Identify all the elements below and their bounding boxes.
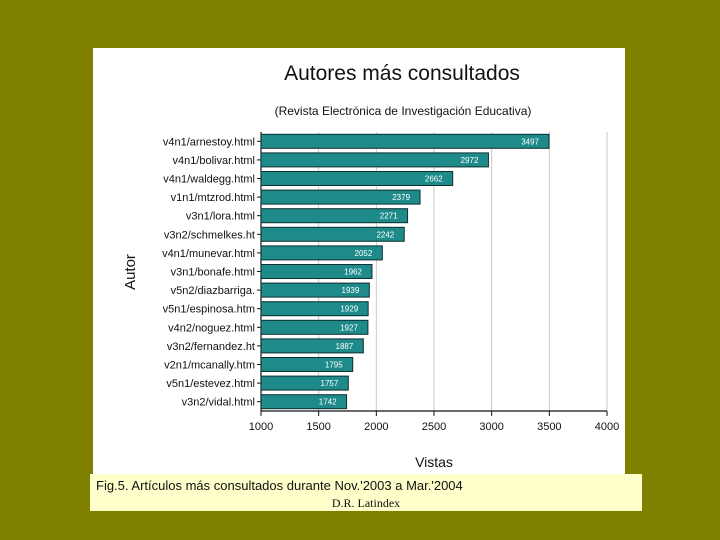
x-tick-label: 3000 (479, 421, 503, 433)
x-tick-label: 1500 (306, 421, 330, 433)
x-tick-label: 1000 (249, 421, 273, 433)
data-label: 1962 (344, 268, 362, 277)
category-label: v3n1/lora.html (186, 211, 255, 223)
bar (260, 133, 550, 149)
bar (260, 319, 369, 335)
data-label: 2271 (380, 212, 398, 221)
category-label: v5n1/espinosa.htm (163, 304, 255, 316)
data-label: 1757 (321, 379, 339, 388)
category-label: v4n1/waldegg.html (163, 174, 255, 186)
bar (260, 394, 348, 410)
data-label: 2052 (355, 249, 373, 258)
data-label: 2242 (376, 230, 394, 239)
bar (260, 357, 354, 372)
category-label: v1n1/mtzrod.html (171, 192, 255, 204)
data-label: 2662 (425, 175, 443, 184)
category-label: v3n2/schmelkes.ht (164, 229, 255, 241)
category-label: v3n1/bonafe.html (171, 267, 255, 279)
figure-caption: Fig.5. Artículos más consultados durante… (90, 474, 642, 511)
bar (260, 152, 489, 168)
bar (260, 208, 409, 224)
data-label: 3497 (521, 137, 539, 146)
x-tick-label: 2500 (422, 421, 446, 433)
bar (260, 338, 364, 354)
data-label: 1887 (336, 342, 354, 351)
data-label: 1795 (325, 361, 343, 370)
category-label: v3n2/fernandez.ht (167, 341, 255, 353)
x-tick-label: 2000 (364, 421, 388, 433)
category-label: v5n2/diazbarriga. (171, 285, 255, 297)
category-label: v3n2/vidal.html (182, 397, 255, 409)
category-label: v4n1/munevar.html (162, 248, 255, 260)
bar (260, 301, 369, 317)
data-label: 1742 (319, 398, 337, 407)
data-label: 1927 (340, 323, 358, 332)
chart-title: Autores más consultados (284, 62, 520, 85)
bar (260, 189, 421, 205)
data-label: 1929 (340, 305, 358, 314)
bar (260, 375, 349, 391)
x-tick-label: 3500 (537, 421, 561, 433)
chart-subtitle: (Revista Electrónica de Investigación Ed… (274, 104, 532, 118)
category-label: v2n1/mcanally.htm (164, 360, 255, 372)
bar (260, 282, 370, 298)
x-tick-label: 4000 (595, 421, 619, 433)
category-label: v4n1/arnestoy.html (163, 136, 255, 148)
bar (260, 226, 405, 242)
x-axis-title: Vistas (415, 454, 453, 470)
bar (260, 171, 454, 186)
y-axis-title: Autor (122, 254, 139, 290)
caption-text: Fig.5. Artículos más consultados durante… (96, 478, 463, 493)
bar (260, 264, 373, 279)
data-label: 1939 (342, 286, 360, 295)
category-label: v4n1/bolivar.html (172, 155, 255, 167)
data-label: 2972 (461, 156, 479, 165)
slide-panel (93, 48, 625, 476)
category-label: v4n2/noguez.html (168, 322, 255, 334)
data-label: 2379 (392, 193, 410, 202)
caption-credit: D.R. Latindex (331, 496, 401, 510)
bar (260, 245, 383, 261)
category-label: v5n1/estevez.html (166, 378, 255, 390)
